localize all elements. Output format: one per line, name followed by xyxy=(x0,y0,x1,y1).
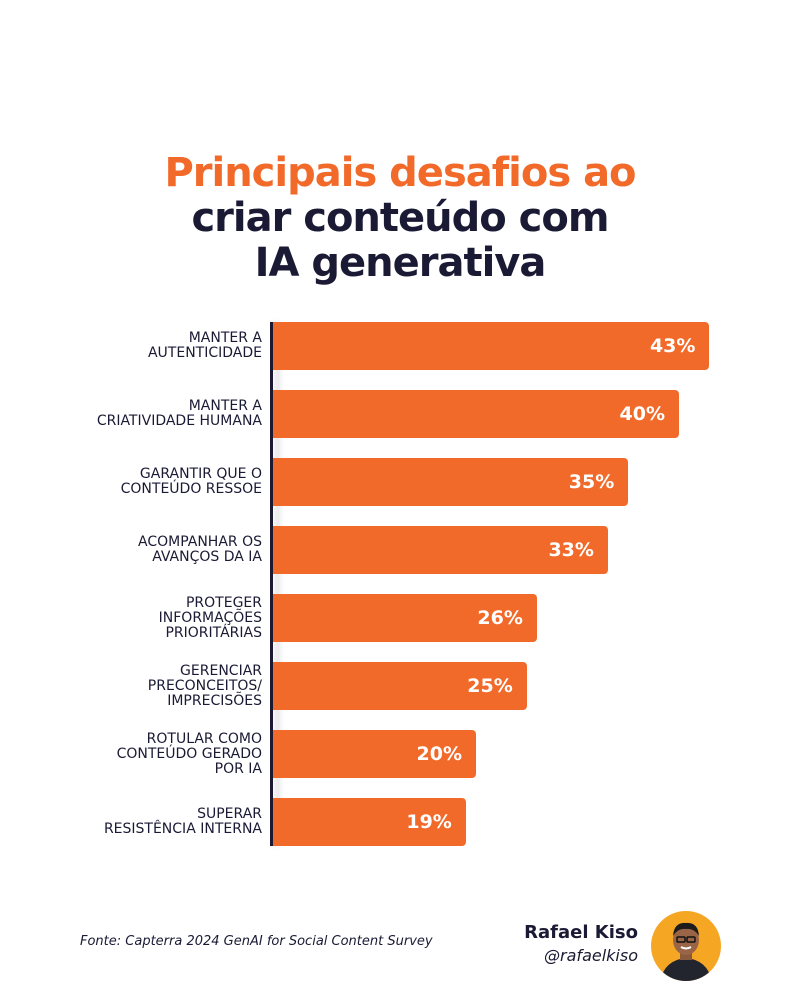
category-label: ACOMPANHAR OS AVANÇOS DA IA xyxy=(138,534,262,565)
axis-line xyxy=(270,322,273,846)
chart-title: Principais desafios ao xyxy=(164,150,636,196)
category-label: GERENCIAR PRECONCEITOS/ IMPRECISÕES xyxy=(147,662,262,709)
category-label: MANTER A AUTENTICIDADE xyxy=(147,330,262,361)
value-label: 33% xyxy=(548,539,594,561)
bar xyxy=(273,730,476,778)
category-label: GARANTIR QUE O CONTEÚDO RESSOE xyxy=(120,466,262,497)
category-label: MANTER A CRIATIVIDADE HUMANA xyxy=(96,398,262,429)
chart-title: IA generativa xyxy=(254,240,547,286)
value-label: 19% xyxy=(406,811,452,833)
bar xyxy=(273,662,527,710)
source: Fonte: Capterra 2024 GenAI for Social Co… xyxy=(80,934,433,949)
bar xyxy=(273,390,679,438)
bar xyxy=(273,458,629,506)
chart-title: criar conteúdo com xyxy=(191,195,609,241)
value-label: 26% xyxy=(477,607,523,629)
bar xyxy=(273,798,466,846)
bar xyxy=(273,526,608,574)
bar xyxy=(273,322,710,370)
value-label: 20% xyxy=(416,743,462,765)
author-name: Rafael Kiso xyxy=(524,922,638,943)
avatar xyxy=(651,911,721,981)
category-label: ROTULAR COMO CONTEÚDO GERADO POR IA xyxy=(116,730,262,777)
category-label: SUPERAR RESISTÊNCIA INTERNA xyxy=(103,806,262,837)
bar xyxy=(273,594,537,642)
value-label: 43% xyxy=(649,335,696,357)
value-label: 35% xyxy=(568,471,615,493)
author-handle: @rafaelkiso xyxy=(544,946,638,965)
value-label: 25% xyxy=(467,675,513,697)
value-label: 40% xyxy=(619,403,665,425)
category-label: PROTEGER INFORMAÇÕES PRIORITÁRIAS xyxy=(158,594,262,641)
